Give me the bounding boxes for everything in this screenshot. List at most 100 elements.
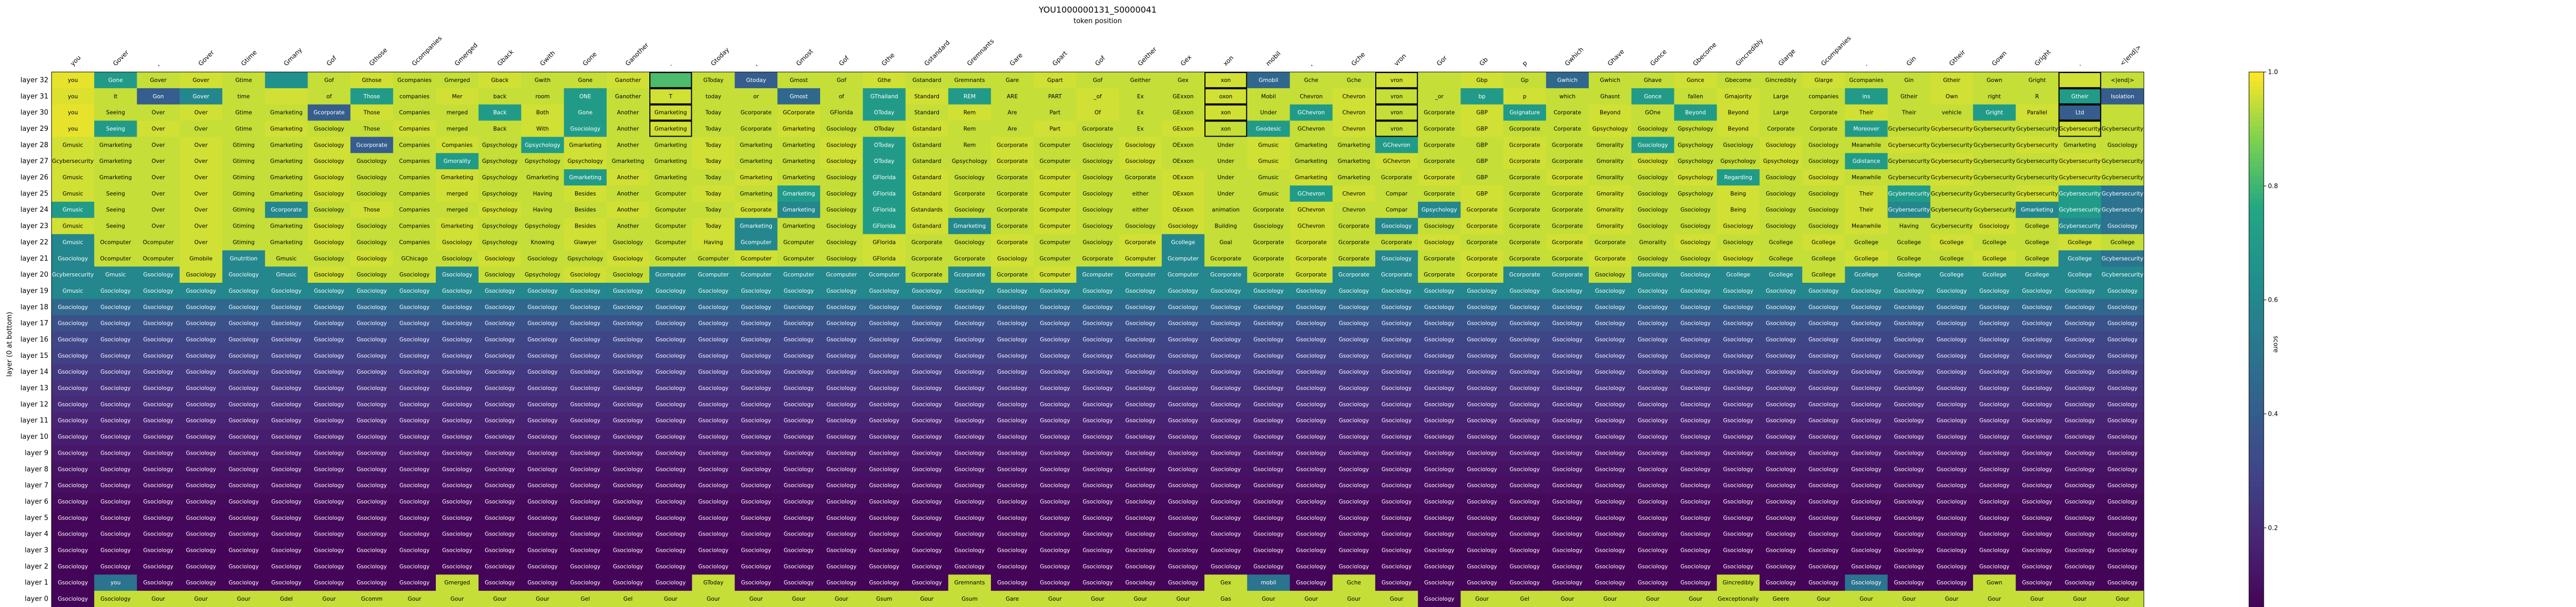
cell-label: GFlorida [873, 207, 896, 213]
cell-label: Gcybersecurity [1931, 191, 1973, 197]
cell-label: Gsociology [1937, 402, 1967, 408]
cell-label: Gmusic [1258, 142, 1279, 148]
heatmap-cell [1802, 201, 1845, 219]
colorbar-segment [2249, 324, 2264, 330]
cell-label: Gsociology [1382, 369, 1412, 375]
heatmap-cell [436, 185, 479, 202]
cell-label: Gsociology [1680, 385, 1710, 392]
cell-label: Gsociology [2108, 304, 2138, 311]
cell-label: Ocomputer [100, 255, 131, 262]
cell-label: Gsociology [186, 402, 216, 408]
cell-label: Gsociology [698, 337, 728, 343]
cell-label: Gtime [236, 77, 252, 84]
heatmap-cell [222, 137, 265, 153]
cell-label: Gmusic [63, 239, 83, 245]
cell-label: Gcorporate [1424, 191, 1455, 197]
cell-label: Gsociology [1082, 563, 1112, 570]
cell-label: Gsociology [1382, 548, 1412, 554]
cell-label: Gsociology [1851, 353, 1881, 359]
cell-label: Gsociology [1680, 321, 1710, 327]
cell-label: Gour [195, 596, 208, 602]
cell-label: you [68, 77, 78, 84]
heatmap-cell [564, 201, 607, 219]
heatmap-cell [1845, 153, 1888, 170]
cell-label: Gour [493, 596, 507, 602]
x-tick-label: Gthose [367, 46, 389, 67]
cell-label: Companies [399, 191, 430, 197]
y-tick-label: layer 26 [21, 174, 48, 182]
cell-label: Gsociology [485, 369, 515, 375]
cell-label: Gcorporate [1594, 255, 1626, 262]
cell-label: Gsociology [400, 580, 430, 586]
cell-label: Gsociology [229, 580, 259, 586]
cell-label: Gsociology [2064, 337, 2094, 343]
cell-label: Gcorporate [997, 239, 1028, 245]
cell-label: Gsociology [2108, 142, 2138, 148]
heatmap-cell [777, 104, 821, 121]
heatmap-cell [1503, 185, 1547, 202]
cell-label: Gsociology [485, 499, 515, 505]
heatmap-cell [863, 169, 906, 186]
cell-label: Gsociology [1552, 515, 1582, 521]
cell-label: Gsociology [100, 563, 130, 570]
cell-label: Gsociology [1339, 482, 1369, 489]
cell-label: Gsociology [826, 450, 856, 456]
cell-label: Gsociology [1766, 369, 1796, 375]
cell-label: Gsociology [143, 385, 173, 392]
cell-label: Gcorporate [1338, 239, 1369, 245]
cell-label: Gsociology [1168, 548, 1198, 554]
cell-label: Gsociology [1382, 499, 1412, 505]
cell-label: Corporate [1553, 110, 1581, 116]
cell-label: Gsociology [100, 369, 130, 375]
cell-label: Gsociology [1510, 482, 1540, 489]
cell-label: Gsociology [2022, 402, 2052, 408]
cell-label: Gsociology [186, 337, 216, 343]
cell-label: Geodesic [1256, 126, 1282, 132]
cell-label: Gmusic [1258, 191, 1279, 197]
cell-label: Gsociology [1552, 288, 1582, 294]
heatmap-cell [734, 120, 778, 137]
heatmap-cell [265, 153, 308, 170]
cell-label: Gsociology [400, 353, 430, 359]
heatmap-cell [564, 185, 607, 202]
y-tick-label: layer 18 [21, 303, 48, 311]
cell-label: Gsociology [1082, 450, 1112, 456]
heatmap-cell [1589, 218, 1632, 234]
cell-label: Gsociology [1339, 304, 1369, 311]
cell-label: Isolation [2111, 94, 2134, 100]
cell-label: Gsociology [229, 450, 259, 456]
cell-label: Gsociology [869, 353, 899, 359]
cell-label: Gsociology [613, 337, 643, 343]
cell-label: Companies [399, 239, 430, 245]
cell-label: Gsociology [741, 418, 771, 424]
cell-label: Gsociology [1126, 369, 1156, 375]
cell-label: Gcomputer [741, 272, 772, 278]
cell-label: Gsociology [1766, 482, 1796, 489]
cell-label: Gsociology [356, 418, 386, 424]
cell-label: Gsociology [229, 563, 259, 570]
cell-label: Gsociology [527, 466, 557, 472]
cell-label: Gsociology [912, 450, 942, 456]
cell-label: Gsociology [997, 418, 1027, 424]
y-tick-label: layer 29 [21, 125, 48, 133]
heatmap-cell [222, 104, 265, 121]
cell-label: Gsociology [143, 418, 173, 424]
heatmap-cell [2101, 120, 2144, 137]
cell-label: Gour [1091, 596, 1105, 602]
cell-label: Gsociology [869, 369, 899, 375]
cell-label: Gsociology [698, 499, 728, 505]
heatmap-cell [1332, 88, 1376, 105]
heatmap-cell [1887, 137, 1931, 153]
cell-label: Gsociology [1979, 369, 2009, 375]
cell-label: Gsociology [613, 255, 643, 262]
heatmap-cell [1161, 104, 1205, 121]
cell-label: Gsociology [229, 418, 259, 424]
cell-label: Gsociology [826, 418, 856, 424]
heatmap-cell [308, 120, 351, 137]
heatmap-cell [1589, 88, 1632, 105]
cell-label: Gsociology [1467, 563, 1497, 570]
cell-label: Gsociology [1638, 174, 1668, 181]
heatmap-cell [1973, 88, 2016, 105]
x-tick-label: Gof [325, 54, 338, 67]
cell-label: Gsociology [1211, 499, 1241, 505]
